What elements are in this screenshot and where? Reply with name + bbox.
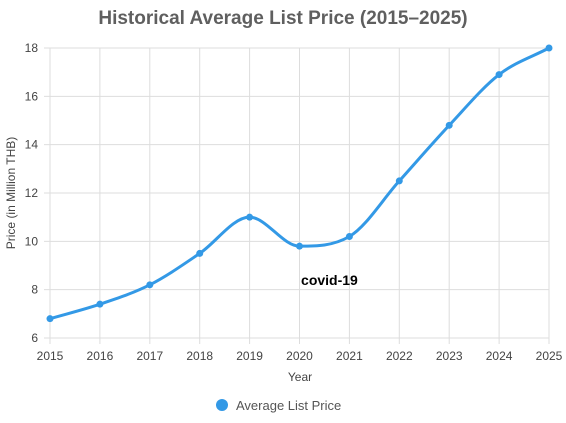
data-point <box>545 44 553 52</box>
data-point <box>246 213 254 221</box>
legend-marker[interactable] <box>216 399 228 411</box>
data-point <box>395 177 403 185</box>
y-tick-label: 14 <box>25 138 39 152</box>
y-tick-label: 12 <box>25 186 39 200</box>
annotation-layer: covid-19 <box>301 272 358 288</box>
data-point <box>196 249 204 257</box>
data-point <box>495 71 503 79</box>
x-tick-label: 2015 <box>37 349 64 363</box>
y-tick-label: 18 <box>25 41 39 55</box>
x-tick-label: 2021 <box>336 349 363 363</box>
annotation-label: covid-19 <box>301 272 358 288</box>
x-tick-label: 2018 <box>186 349 213 363</box>
x-tick-label: 2017 <box>136 349 163 363</box>
y-tick-label: 10 <box>25 234 39 248</box>
data-point <box>445 121 453 129</box>
legend[interactable]: Average List Price <box>216 398 341 413</box>
y-tick-label: 16 <box>25 89 39 103</box>
data-point <box>296 242 303 250</box>
y-tick-label: 8 <box>31 283 38 297</box>
y-tick-label: 6 <box>31 331 38 345</box>
x-tick-label: 2020 <box>286 349 313 363</box>
x-tick-label: 2025 <box>536 349 563 363</box>
x-tick-label: 2024 <box>486 349 513 363</box>
x-tick-label: 2019 <box>236 349 263 363</box>
x-axis-label: Year <box>288 370 312 384</box>
series-layer <box>46 44 553 323</box>
x-axis-ticks: 2015 2016 2017 2018 2019 2020 2021 2022 2023 2024… <box>37 338 563 363</box>
data-point <box>96 300 104 308</box>
grid <box>49 47 550 339</box>
y-axis-ticks: 6 8 10 12 14 16 18 <box>25 41 50 345</box>
data-point <box>46 315 54 323</box>
data-point <box>345 233 353 240</box>
legend-label[interactable]: Average List Price <box>236 398 341 413</box>
data-point <box>146 281 154 289</box>
chart-title: Historical Average List Price (2015–2025… <box>98 8 467 29</box>
x-tick-label: 2022 <box>386 349 413 363</box>
y-axis-label: Price (in Million THB) <box>4 137 18 249</box>
x-tick-label: 2016 <box>87 349 114 363</box>
x-tick-label: 2023 <box>436 349 463 363</box>
